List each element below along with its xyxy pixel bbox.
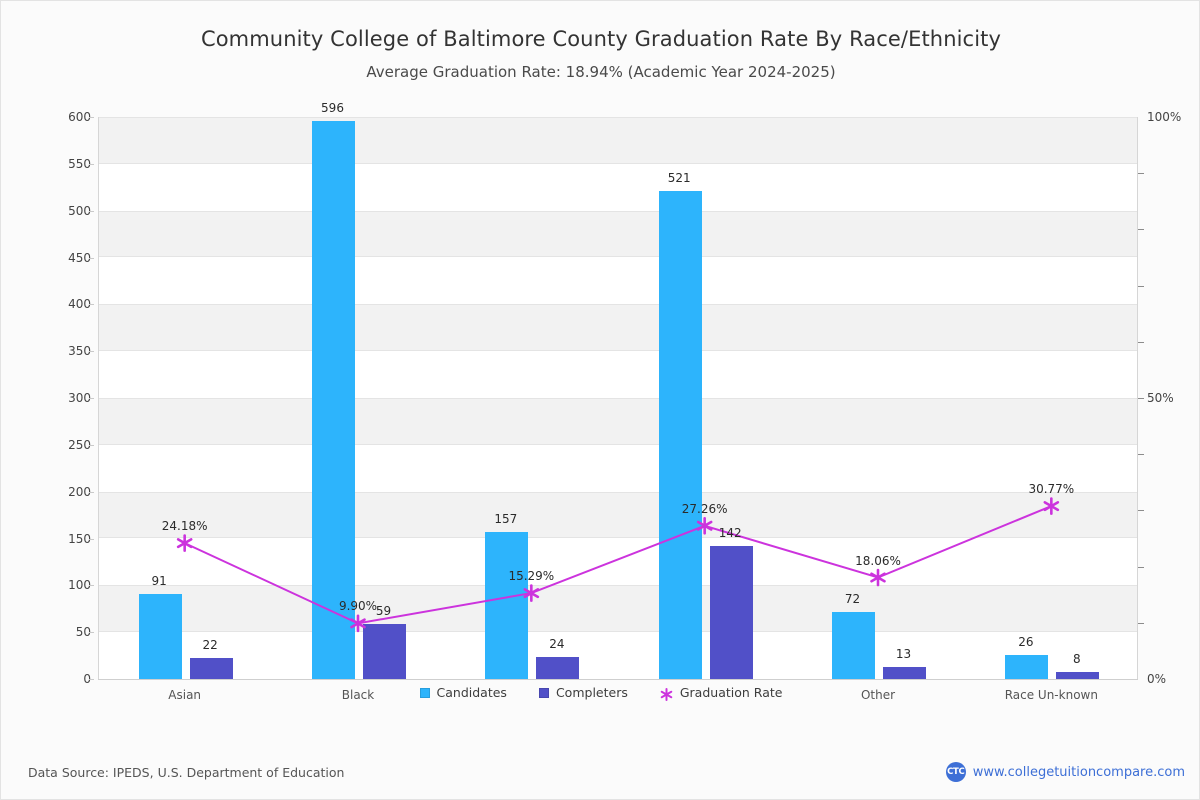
x-axis-tick-label: Other [860,688,896,702]
candidates-swatch-icon [419,687,430,698]
y-axis-right-tick-mark [1138,398,1144,399]
graduation-rate-value-label: 18.06% [855,553,901,568]
chart-legend: Candidates Completers Graduation Rate [1,684,1200,701]
bar-candidates[interactable] [485,531,529,679]
legend-item-candidates[interactable]: Candidates [416,684,510,701]
bar-value-label-candidates: 157 [494,511,518,526]
bar-value-label-completers: 24 [549,636,565,651]
brand-footer[interactable]: CTC www.collegetuitioncompare.com [945,762,1185,782]
graduation-rate-value-label: 15.29% [508,569,555,584]
plot-band [99,117,1137,164]
y-axis-tick-label: 550 [68,156,91,171]
y-axis-tick-label: 0 [83,672,91,686]
bar-value-label-candidates: 91 [151,573,167,588]
bar-value-label-candidates: 596 [321,100,344,115]
plot-band [99,210,1137,258]
completers-swatch-icon [538,687,549,698]
bar-value-label-completers: 8 [1073,651,1081,666]
bar-value-label-candidates: 521 [667,170,691,185]
graduation-rate-value-label: 27.26% [681,501,728,516]
y-axis-tick-label: 600 [68,110,91,124]
y-axis-tick-label: 300 [68,391,91,405]
y-axis-tick-label: 100 [68,578,91,593]
y-axis-tick-mark [89,257,94,259]
y-axis-tick-label: 200 [68,484,91,499]
legend-item-graduation-rate[interactable]: Graduation Rate [656,684,786,701]
bar-candidates[interactable] [138,593,182,679]
x-axis-tick-label: Black [341,688,375,702]
bar-completers[interactable] [883,666,926,679]
y-axis-right-minor-tick [1138,341,1144,343]
legend-label-graduation-rate: Graduation Rate [679,685,783,700]
y-axis-tick-mark [89,585,94,587]
y-axis-tick-label: 500 [68,203,91,218]
graduation-rate-value-label: 24.18% [161,519,208,534]
bar-candidates[interactable] [832,611,875,679]
bar-candidates[interactable] [312,120,355,679]
plot-band [99,491,1137,539]
y-axis-tick-label: 150 [68,531,91,546]
asterisk-star-icon [660,686,673,701]
bar-candidates[interactable] [658,191,702,679]
y-axis-left: 0 50 100 150 200 250 300 350 400 450 500 550 600 [1,110,94,686]
y-axis-tick-mark [89,163,94,165]
legend-item-completers[interactable]: Completers [535,684,631,701]
page-title: Community College of Baltimore County Gr… [200,27,1002,51]
graduation-rate-value-label: 30.77% [1028,482,1075,497]
bar-completers[interactable] [363,623,406,679]
bar-completers[interactable] [1056,671,1100,679]
plot-band [99,398,1137,445]
graduation-rate-value-label: 9.90% [338,599,378,614]
y-axis-tick-mark [89,398,94,399]
y-axis-tick-mark [89,117,94,118]
y-axis-right-minor-tick [1138,510,1144,512]
y-axis-right-minor-tick [1138,285,1144,287]
bar-candidates[interactable] [1005,654,1049,679]
legend-label-completers: Completers [555,685,628,700]
chart-subtitle: Average Graduation Rate: 18.94% (Academi… [366,63,836,81]
y-axis-right-minor-tick [1138,173,1144,175]
brand-url-link[interactable]: www.collegetuitioncompare.com [972,764,1185,780]
bar-completers[interactable] [536,656,580,679]
y-axis-right-tick-label: 0% [1147,672,1167,686]
y-axis-right-percent: 0% 50% 100% [1138,110,1200,686]
y-axis-right-minor-tick [1138,622,1144,624]
y-axis-tick-mark [89,632,94,634]
bar-value-label-completers: 59 [375,603,392,618]
y-axis-tick-mark [89,210,94,212]
y-axis-tick-mark [89,491,94,493]
y-axis-tick-mark [89,351,94,353]
y-axis-tick-label: 400 [68,297,91,312]
bar-value-label-completers: 13 [895,646,912,661]
x-axis-tick-label: Asian [168,688,202,702]
y-axis-right-minor-tick [1138,566,1144,568]
y-axis-tick-label: 250 [68,437,91,452]
y-axis-tick-label: 450 [68,250,91,265]
plot-area [98,117,1138,679]
bar-value-label-completers: 22 [202,638,218,653]
legend-label-candidates: Candidates [436,685,507,700]
y-axis-tick-mark [89,444,94,446]
y-axis-tick-mark [89,679,94,680]
y-axis-right-minor-tick [1138,454,1144,456]
plot-band [99,304,1137,352]
y-axis-tick-label: 350 [68,344,91,359]
bar-value-label-candidates: 72 [844,591,861,606]
y-axis-right-tick-label: 50% [1147,391,1174,405]
bar-value-label-candidates: 26 [1018,634,1034,649]
bar-value-label-completers: 142 [718,525,742,540]
bar-completers[interactable] [709,546,753,679]
y-axis-tick-mark [89,304,94,306]
ctc-logo-icon: CTC [945,762,966,782]
bar-completers[interactable] [189,658,233,679]
y-axis-right-minor-tick [1138,229,1144,231]
y-axis-right-tick-label: 100% [1147,110,1182,124]
y-axis-tick-label: 50 [75,625,91,640]
x-axis-tick-label: Race Un-known [1004,688,1098,702]
x-axis-baseline [98,679,1138,680]
data-source-note: Data Source: IPEDS, U.S. Department of E… [28,765,345,780]
plot-band [99,585,1137,633]
y-axis-tick-mark [89,538,94,540]
